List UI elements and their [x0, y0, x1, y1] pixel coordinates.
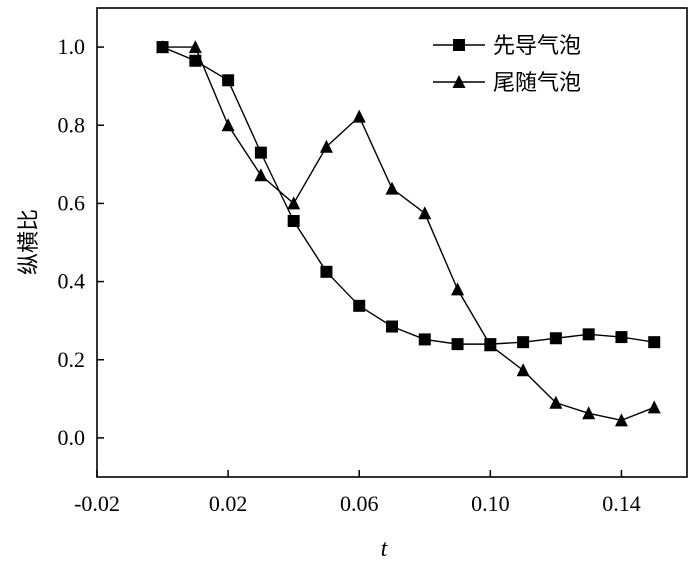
x-tick-label: 0.06 — [340, 491, 379, 516]
x-tick-label: 0.02 — [209, 491, 248, 516]
y-tick-label: 0.2 — [58, 347, 86, 372]
data-point-triangle — [254, 168, 268, 182]
legend-marker-square — [453, 39, 465, 51]
legend-item-leading-bubble: 先导气泡 — [433, 34, 581, 59]
data-point-square — [517, 336, 530, 349]
y-tick-label: 0.0 — [58, 425, 86, 450]
data-point-square — [222, 74, 235, 87]
data-point-triangle — [221, 118, 235, 132]
data-point-triangle — [582, 406, 596, 420]
data-point-triangle — [647, 400, 661, 414]
data-point-triangle — [319, 139, 333, 153]
data-point-triangle — [516, 363, 530, 377]
series-trailing-bubble — [156, 40, 661, 427]
x-tick-label: 0.14 — [602, 491, 641, 516]
axis-ticks — [96, 46, 623, 477]
series-line-leading-bubble — [162, 46, 655, 345]
data-point-square — [254, 146, 267, 159]
data-point-triangle — [385, 181, 399, 195]
data-point-square — [189, 54, 202, 67]
data-point-square — [287, 215, 300, 228]
data-point-triangle — [614, 413, 628, 427]
series-leading-bubble — [156, 41, 661, 351]
data-point-triangle — [549, 395, 563, 409]
data-point-square — [418, 333, 431, 346]
data-point-triangle — [418, 206, 432, 220]
data-point-square — [648, 336, 661, 349]
y-tick-label: 0.8 — [58, 112, 86, 137]
legend-label-trailing-bubble: 尾随气泡 — [493, 71, 581, 96]
data-point-triangle — [352, 109, 366, 123]
x-axis-label: t — [381, 536, 389, 562]
data-point-square — [386, 320, 398, 333]
x-tick-label: -0.02 — [74, 491, 120, 516]
data-point-square — [451, 338, 464, 351]
tick-labels: -0.02 0.02 0.06 0.10 0.14 0.0 0.2 0.4 0.6 0.8 1.0 — [58, 34, 641, 516]
legend: 先导气泡 尾随气泡 — [433, 34, 581, 96]
y-tick-label: 0.6 — [58, 190, 86, 215]
series-layer — [156, 40, 661, 427]
x-tick-label: 0.10 — [471, 491, 510, 516]
data-point-square — [353, 299, 366, 312]
legend-label-leading-bubble: 先导气泡 — [493, 34, 581, 59]
y-tick-label: 0.4 — [58, 269, 86, 294]
data-point-square — [320, 265, 333, 278]
data-point-triangle — [156, 40, 170, 54]
data-point-triangle — [483, 338, 497, 352]
data-point-triangle — [188, 40, 202, 54]
legend-marker-triangle — [452, 75, 466, 88]
data-point-triangle — [287, 196, 301, 210]
legend-item-trailing-bubble: 尾随气泡 — [433, 71, 581, 96]
data-point-square — [615, 331, 628, 344]
data-point-square — [582, 328, 595, 341]
data-point-triangle — [451, 282, 465, 296]
series-line-trailing-bubble — [162, 46, 655, 422]
y-tick-label: 1.0 — [58, 34, 86, 59]
y-axis-label: 纵横比 — [17, 209, 42, 275]
plot-frame — [96, 7, 688, 478]
data-point-square — [549, 332, 562, 345]
